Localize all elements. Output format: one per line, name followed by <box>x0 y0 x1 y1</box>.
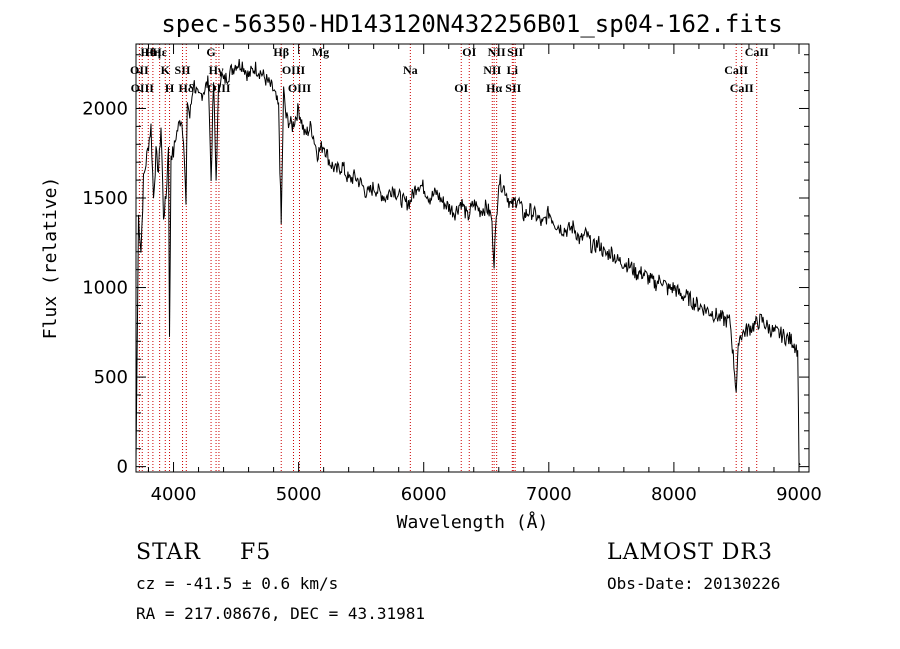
y-tick-label: 1500 <box>82 188 128 209</box>
line-label: Hγ <box>209 63 224 77</box>
line-label: NII <box>488 45 506 59</box>
line-label: OI <box>462 45 476 59</box>
y-tick-label: 1000 <box>82 278 128 299</box>
line-label: OII <box>130 63 149 77</box>
line-label: CaII <box>745 45 769 59</box>
series-group <box>135 58 801 466</box>
coordinates-text: RA = 217.08676, DEC = 43.31981 <box>136 604 425 623</box>
line-label: Hε <box>152 45 166 59</box>
object-subclass: F5 <box>240 540 272 565</box>
x-axis-label: Wavelength (Å) <box>397 511 549 533</box>
chart-title: spec-56350-HD143120N432256B01_sp04-162.f… <box>161 10 782 38</box>
spectral-line-labels: HθOIIOIIIHηKHHεSIIHδGHγOIIIHβOIIIOIIIMgN… <box>130 45 769 95</box>
line-label: OIII <box>288 81 312 95</box>
y-tick-label: 500 <box>94 367 128 388</box>
line-label: Na <box>403 63 418 77</box>
object-class: STAR <box>136 540 201 565</box>
line-label: OI <box>454 81 468 95</box>
line-label: Mg <box>312 45 329 59</box>
line-label: OIII <box>131 81 155 95</box>
x-tick-label: 9000 <box>776 484 822 505</box>
observation-date: Obs-Date: 20130226 <box>607 574 781 593</box>
line-label: K <box>161 63 171 77</box>
line-label: Li <box>507 63 519 77</box>
x-tick-label: 5000 <box>276 484 322 505</box>
line-label: SII <box>505 81 521 95</box>
line-label: CaII <box>724 63 748 77</box>
redshift-text: cz = -41.5 ± 0.6 km/s <box>136 574 339 593</box>
line-label: H <box>165 81 175 95</box>
x-tick-label: 8000 <box>651 484 697 505</box>
line-label: Hθ <box>140 45 156 59</box>
line-label: Hβ <box>273 45 289 59</box>
line-label: SII <box>507 45 523 59</box>
x-axis: 4000 5000 6000 7000 8000 9000 <box>148 44 822 505</box>
spectral-line-markers <box>138 44 758 472</box>
y-axis-label: Flux (relative) <box>40 177 61 340</box>
survey-name: LAMOST DR3 <box>607 540 773 565</box>
line-label: G <box>206 45 215 59</box>
line-label: OIII <box>282 63 306 77</box>
line-label: SII <box>175 63 191 77</box>
line-label: Hα <box>486 81 502 95</box>
x-tick-label: 7000 <box>526 484 572 505</box>
flux-series-line <box>135 58 801 466</box>
line-label: Hδ <box>179 81 195 95</box>
line-label: CaII <box>730 81 754 95</box>
x-tick-label: 4000 <box>151 484 197 505</box>
y-axis: 0 500 1000 1500 2000 <box>82 54 809 478</box>
plot-frame <box>135 43 810 473</box>
y-tick-label: 0 <box>117 457 128 478</box>
y-tick-label: 2000 <box>82 98 128 119</box>
line-label: NII <box>483 63 501 77</box>
x-tick-label: 6000 <box>401 484 447 505</box>
